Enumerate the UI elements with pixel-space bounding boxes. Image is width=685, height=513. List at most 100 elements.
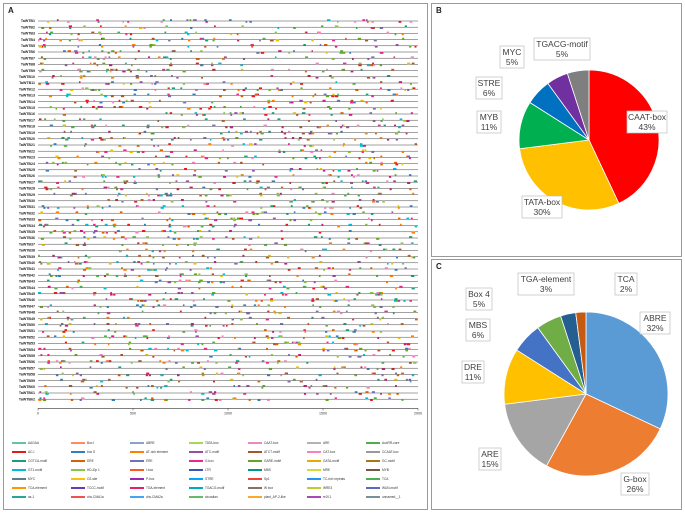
motif-mark [332,341,334,344]
motif-mark [140,199,144,201]
motif-mark [122,70,126,73]
legend-swatch [307,442,321,444]
motif-mark [407,254,411,257]
motif-mark [161,126,164,129]
motif-mark [155,39,159,42]
motif-mark [400,323,404,325]
motif-mark [384,248,388,251]
motif-mark [352,318,355,321]
motif-mark [407,89,410,91]
motif-mark [206,83,209,85]
motif-mark [395,112,397,114]
motif-mark [329,75,332,77]
motif-mark [114,186,118,189]
legend-item: I-box [130,467,153,473]
motif-mark [352,213,356,215]
motif-mark [157,176,161,178]
motif-mark [212,393,216,395]
motif-mark [276,192,279,195]
motif-mark [143,27,146,29]
motif-mark [296,366,299,369]
motif-mark [55,360,59,362]
motif-mark [246,385,250,387]
motif-mark [377,192,381,195]
motif-mark [48,33,52,36]
legend-swatch [248,496,262,498]
motif-mark [269,275,271,277]
motif-mark [173,137,176,139]
motif-mark [370,399,373,401]
motif-mark [218,157,222,160]
motif-mark [118,99,121,102]
motif-mark [305,31,308,34]
motif-mark [104,275,107,277]
motif-mark [44,186,48,189]
motif-mark [239,112,243,114]
motif-mark [106,306,109,308]
motif-mark [167,236,170,238]
gene-label: TaWTB25 [19,168,35,172]
motif-mark [62,360,66,362]
motif-mark [372,76,376,79]
motif-mark [98,137,102,139]
motif-mark [272,217,276,220]
legend-label: ABRE [146,441,155,445]
motif-mark [130,83,133,85]
motif-mark [409,362,412,364]
motif-mark [245,21,248,23]
motif-mark [223,112,226,114]
motif-mark [138,360,142,362]
motif-mark [75,211,79,214]
motif-mark [288,52,291,54]
motif-mark [413,256,416,259]
motif-mark [102,58,106,60]
motif-mark [89,360,93,362]
motif-mark [331,200,335,203]
pie-slice-abre [585,311,669,430]
motif-mark [83,269,86,271]
motif-mark [264,188,267,191]
motif-mark [136,151,140,153]
legend-label: unnamed__1 [382,495,401,499]
label-box [517,272,575,296]
legend-label: LTR [205,468,211,472]
motif-mark [337,169,341,172]
motif-mark [315,76,319,79]
motif-mark [205,200,208,203]
motif-mark [101,45,104,48]
motif-mark [267,118,270,121]
motif-mark [135,231,139,234]
motif-mark [347,304,350,307]
motif-mark [132,236,136,238]
motif-mark [309,219,313,222]
motif-mark [346,386,349,389]
label-box [475,76,503,100]
motif-mark [393,168,397,170]
motif-mark [120,236,123,238]
motif-mark [57,256,61,259]
motif-mark [43,397,46,400]
motif-mark [116,261,119,263]
motif-mark [336,355,339,358]
motif-mark [395,372,397,375]
motif-mark [79,374,82,377]
motif-mark [293,341,295,344]
motif-mark [357,261,361,263]
motif-mark [129,151,133,153]
legend-item: chs-CMA2a [130,494,163,500]
motif-mark [371,219,373,222]
motif-mark [271,112,275,114]
motif-mark [258,87,262,90]
motif-mark [332,169,335,172]
motif-mark [197,343,200,346]
motif-mark [56,207,60,209]
motif-mark [55,211,60,214]
motif-mark [164,192,168,195]
motif-mark [95,225,99,228]
motif-mark [366,21,369,23]
motif-mark [60,256,63,259]
motif-mark [151,385,154,387]
motif-mark [251,45,254,48]
gene-label: TaWTB19 [19,131,35,135]
